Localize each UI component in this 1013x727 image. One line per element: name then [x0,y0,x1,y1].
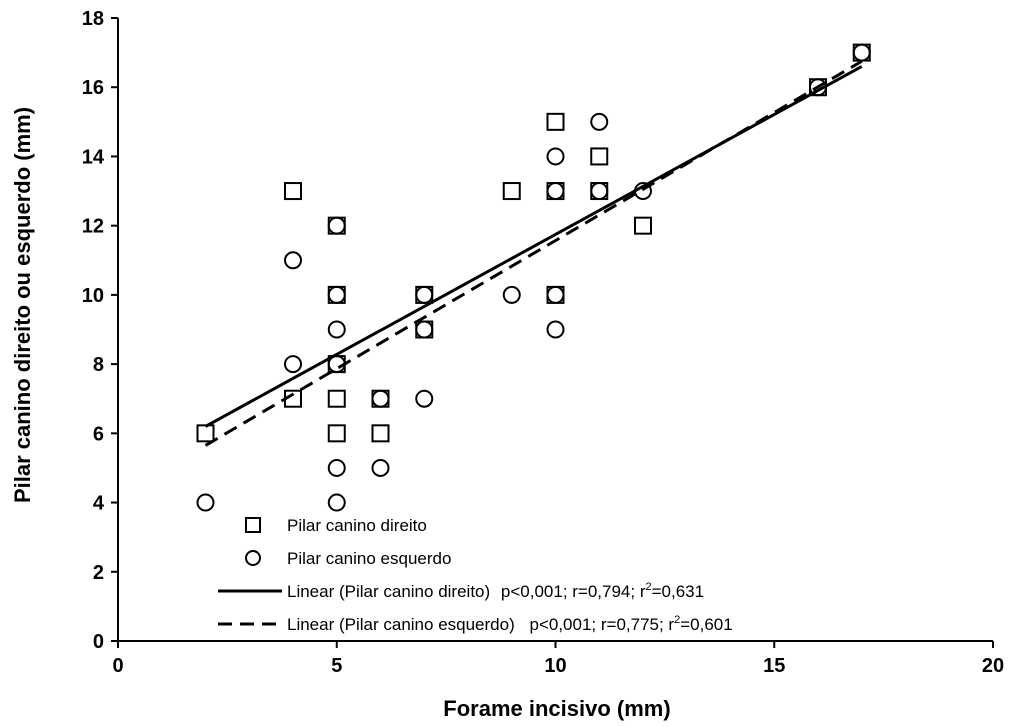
point-esquerdo [546,147,565,166]
trend-stats-end-esquerdo: =0,601 [680,615,732,634]
point-esquerdo [327,216,346,235]
point-esquerdo [327,458,346,477]
trend-stats-end-direito: =0,631 [652,582,704,601]
point-esquerdo [809,78,827,97]
point-esquerdo [196,493,215,512]
point-direito [327,424,346,443]
legend-square-marker [245,517,261,533]
point-direito [196,424,215,443]
y-tick-label: 12 [82,216,104,238]
trend-stats-sup-direito: 2 [646,581,652,593]
trendlines [204,59,863,447]
legend-label-esquerdo: Pilar canino esquerdo [287,549,451,568]
point-direito [590,147,609,166]
x-tick-label: 0 [112,655,123,677]
x-tick-label: 20 [982,655,1004,677]
point-direito [546,112,565,131]
trendline-esquerdo-dashed [204,59,863,447]
point-direito [284,182,302,201]
y-tick-label: 2 [93,562,104,584]
y-tick-label: 0 [93,631,104,653]
legend: Pilar canino direito Pilar canino esquer… [218,516,733,634]
legend-trend-name-esquerdo: Linear (Pilar canino esquerdo) [287,615,515,634]
axes: 0 5 10 15 20 0 2 4 6 8 10 12 14 16 18 [82,8,1004,677]
legend-label-linear-direito: Linear (Pilar canino direito) p<0,001; r… [287,581,704,601]
trendline-direito-solid [204,65,863,428]
point-direito [502,182,521,201]
point-direito [371,424,390,443]
point-esquerdo [371,458,390,477]
point-esquerdo [415,320,434,339]
y-tick-label: 8 [93,354,104,376]
y-tick-label: 14 [82,146,105,168]
y-tick-label: 6 [93,423,104,445]
point-esquerdo [634,182,652,201]
point-esquerdo [284,251,302,270]
point-direito [327,389,346,408]
point-esquerdo [284,355,302,374]
x-tick-label: 5 [331,655,342,677]
point-esquerdo [327,320,346,339]
point-esquerdo [327,355,346,374]
trend-stats-esquerdo: p<0,001; r=0,775; r [529,615,674,634]
x-axis-title: Forame incisivo (mm) [443,696,670,721]
point-esquerdo [590,112,609,131]
point-direito [284,389,302,408]
point-esquerdo [371,389,390,408]
y-tick-label: 18 [82,8,104,30]
point-esquerdo [502,285,521,304]
point-esquerdo [415,285,434,304]
point-esquerdo [546,320,565,339]
y-tick-label: 10 [82,285,104,307]
y-tick-label: 4 [93,493,105,515]
legend-label-linear-esquerdo: Linear (Pilar canino esquerdo) p<0,001; … [287,614,733,634]
trend-stats-direito: p<0,001; r=0,794; r [501,582,646,601]
point-esquerdo [327,493,346,512]
point-direito [634,216,652,235]
point-esquerdo [415,389,434,408]
point-esquerdo [590,182,609,201]
point-esquerdo [546,182,565,201]
x-tick-label: 15 [763,655,785,677]
point-esquerdo [852,43,871,62]
legend-trend-name-direito: Linear (Pilar canino direito) [287,582,490,601]
point-esquerdo [546,285,565,304]
legend-label-direito: Pilar canino direito [287,516,427,535]
y-tick-label: 16 [82,77,104,99]
trend-stats-sup-esquerdo: 2 [674,614,680,626]
point-esquerdo [327,285,346,304]
legend-circle-marker [245,550,261,566]
data-points [196,43,871,512]
x-tick-label: 10 [544,655,566,677]
y-axis-title: Pilar canino direito ou esquerdo (mm) [10,107,35,503]
